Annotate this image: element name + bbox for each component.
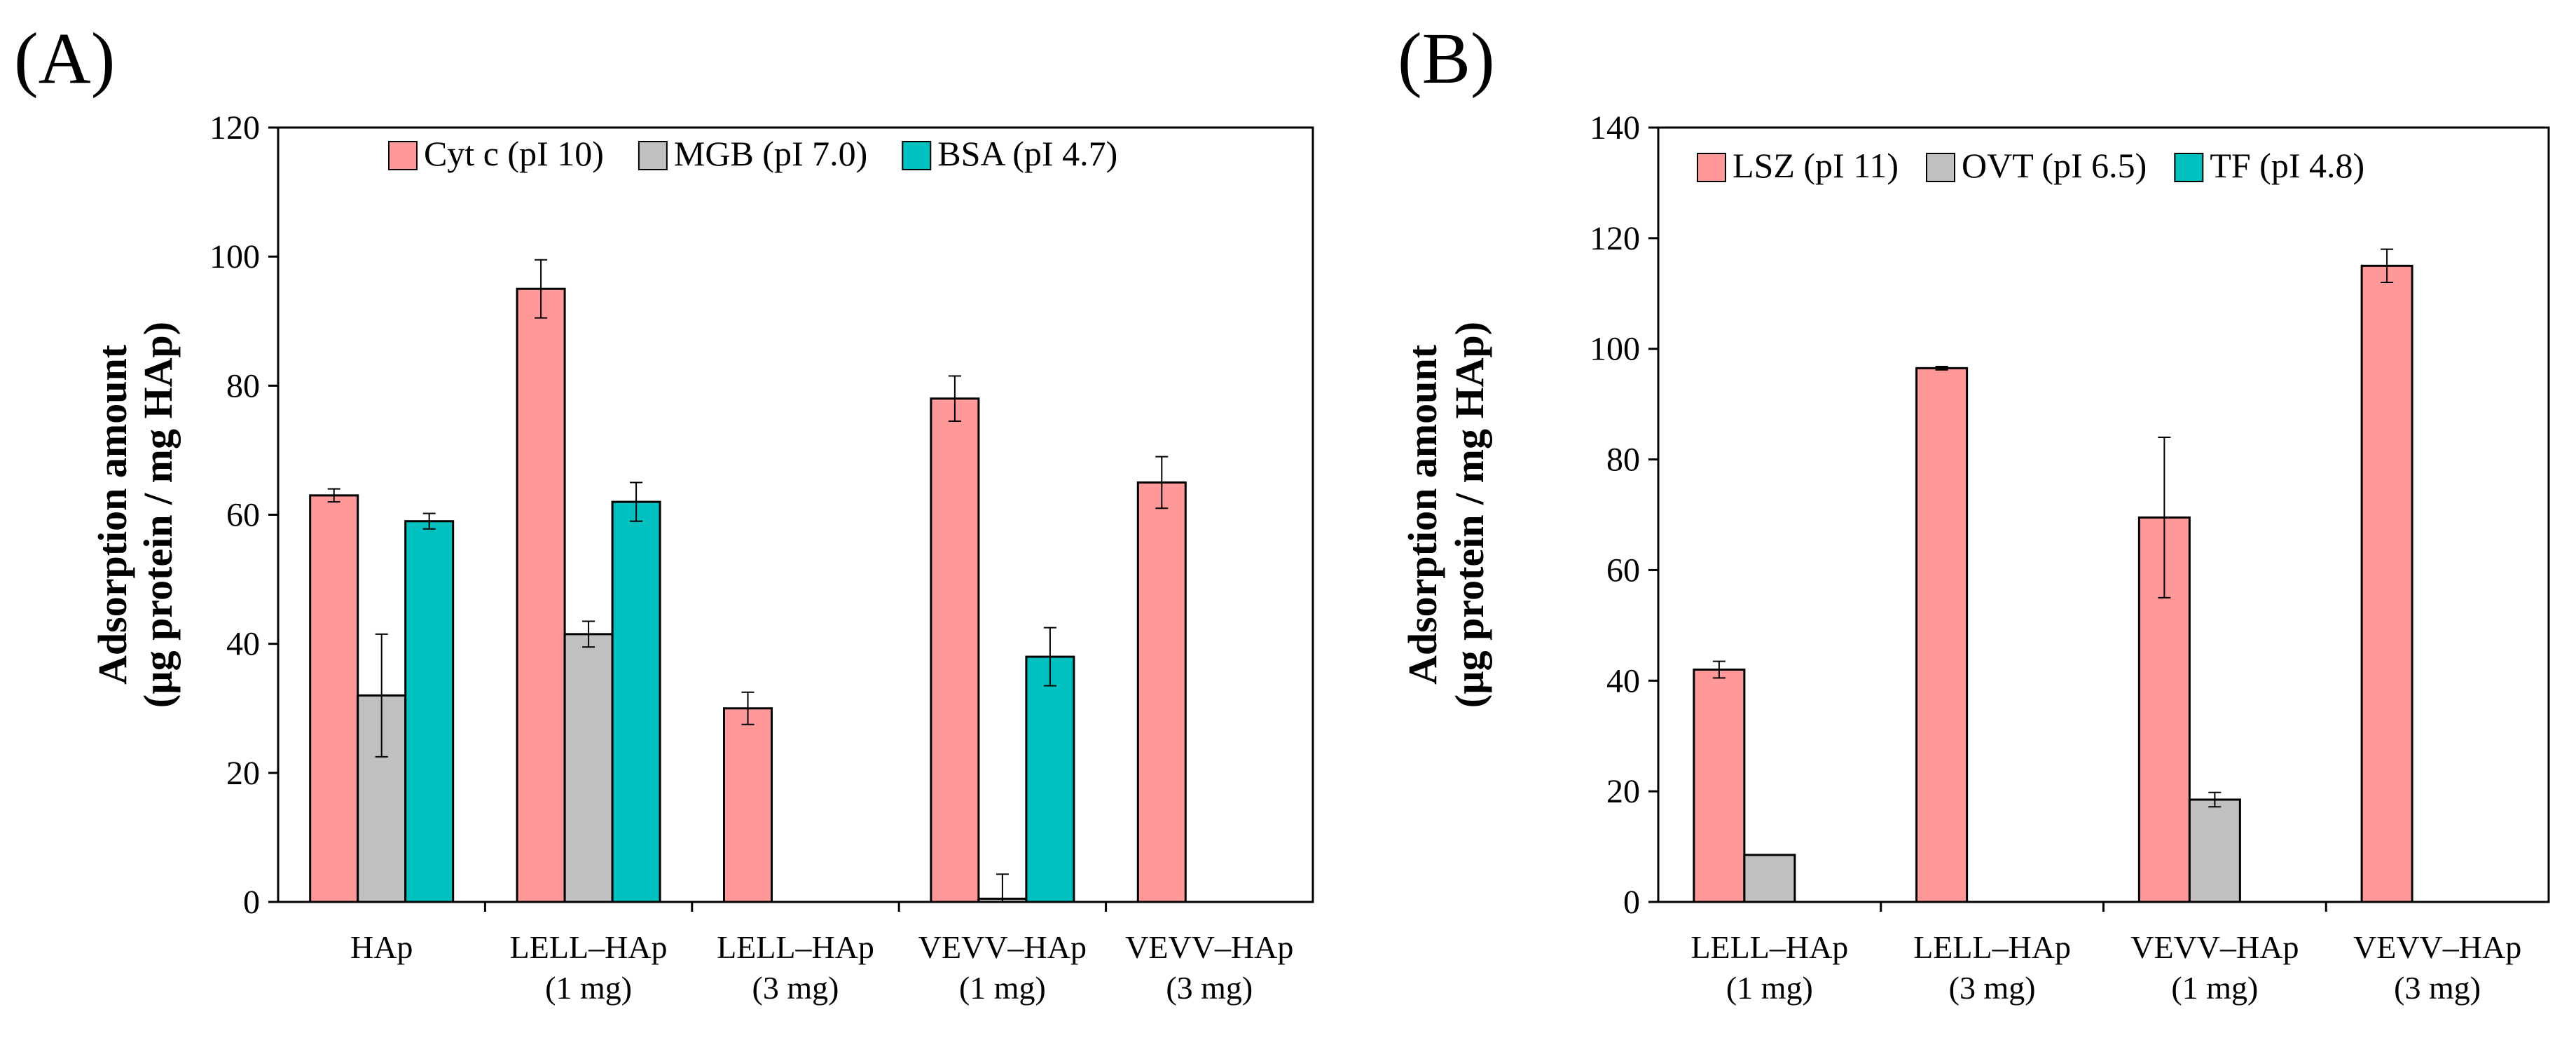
bar-cyt xyxy=(309,494,359,903)
x-tick-label-line: (3 mg) xyxy=(752,970,839,1006)
x-tick-label-line: LELL–HAp xyxy=(510,929,668,965)
y-tick-label: 20 xyxy=(226,755,260,792)
x-tick-label-line: (1 mg) xyxy=(1726,970,1813,1006)
legend-swatch xyxy=(902,141,932,170)
x-tick-label-line: HAp xyxy=(350,929,413,965)
y-tick-label: 40 xyxy=(1606,662,1640,699)
chart-panel-a: (A) 0 20 40 60 80 100 120 Adsorption amount (µg p… xyxy=(14,18,1314,1006)
legend-swatch xyxy=(2174,153,2204,182)
x-tick-label-line: VEVV–HAp xyxy=(2353,929,2521,965)
x-tick-label: HAp xyxy=(350,929,413,965)
x-tick-label-line: LELL–HAp xyxy=(717,929,874,965)
bar-cyt xyxy=(1136,481,1187,903)
x-tick-label-line: VEVV–HAp xyxy=(918,929,1087,965)
bar-cyt xyxy=(516,287,566,903)
y-tick-label: 20 xyxy=(1606,773,1640,810)
y-axis-label: (µg protein / mg HAp) xyxy=(1447,322,1492,708)
bar-bsa xyxy=(611,500,661,903)
x-tick-label-line: LELL–HAp xyxy=(1690,929,1848,965)
legend-swatch xyxy=(638,141,668,170)
chart-panel-b: (B) 0 20 40 60 80 100 120 140 Adsorption amount (µ… xyxy=(1398,18,2550,1006)
bar-ovt xyxy=(1743,854,1796,903)
x-tick-label: LELL–HAp (1 mg) xyxy=(1690,929,1848,1006)
legend-entry: BSA (pI 4.7) xyxy=(937,134,1117,173)
bar-lsz xyxy=(1693,669,1746,903)
legend-entry: OVT (pI 6.5) xyxy=(1962,146,2147,185)
y-tick-label: 60 xyxy=(226,497,260,534)
y-axis-label: Adsorption amount xyxy=(90,344,135,685)
bar-cyt xyxy=(930,397,980,903)
x-tick-label-line: LELL–HAp xyxy=(1913,929,2071,965)
x-tick-label: LELL–HAp (3 mg) xyxy=(1913,929,2071,1006)
y-tick-label: 80 xyxy=(1606,442,1640,479)
legend-swatch xyxy=(1926,153,1955,182)
bar-mgb xyxy=(563,633,614,903)
panel-label: (A) xyxy=(14,18,115,99)
y-tick-label: 140 xyxy=(1590,109,1640,146)
x-tick-label-line: (3 mg) xyxy=(1166,970,1253,1006)
x-tick-label-line: VEVV–HAp xyxy=(1125,929,1293,965)
y-tick-label: 0 xyxy=(1623,884,1640,921)
legend-swatch xyxy=(1697,153,1726,182)
y-tick-label: 100 xyxy=(209,238,260,275)
y-axis-label: (µg protein / mg HAp) xyxy=(135,322,181,708)
plot-frame xyxy=(1657,126,2550,903)
x-tick-label-line: (1 mg) xyxy=(545,970,632,1006)
y-tick-label: 120 xyxy=(1590,220,1640,257)
y-tick-label: 60 xyxy=(1606,552,1640,589)
y-tick-label: 40 xyxy=(226,626,260,663)
x-tick-label: VEVV–HAp (1 mg) xyxy=(918,929,1087,1006)
y-axis-label: Adsorption amount xyxy=(1400,344,1445,685)
bar-lsz xyxy=(2360,264,2413,903)
x-tick-label: LELL–HAp (3 mg) xyxy=(717,929,874,1006)
y-tick-label: 0 xyxy=(243,884,260,921)
y-tick-label: 100 xyxy=(1590,331,1640,368)
x-tick-label: VEVV–HAp (3 mg) xyxy=(2353,929,2521,1006)
x-tick-label-line: (3 mg) xyxy=(1949,970,2036,1006)
x-tick-label-line: (1 mg) xyxy=(2171,970,2258,1006)
bar-cyt xyxy=(723,707,773,903)
y-tick-label: 120 xyxy=(209,109,260,146)
bar-bsa xyxy=(404,520,455,903)
x-tick-label-line: (3 mg) xyxy=(2394,970,2481,1006)
legend-entry: Cyt c (pI 10) xyxy=(424,134,604,173)
bar-lsz xyxy=(1915,367,1969,903)
legend-entry: TF (pI 4.8) xyxy=(2210,146,2364,185)
x-tick-label-line: (1 mg) xyxy=(959,970,1046,1006)
x-tick-label: LELL–HAp (1 mg) xyxy=(510,929,668,1006)
bar-ovt xyxy=(2188,798,2241,903)
bar-bsa xyxy=(1025,655,1075,903)
x-tick-label: VEVV–HAp (1 mg) xyxy=(2130,929,2299,1006)
legend-entry: MGB (pI 7.0) xyxy=(674,134,867,173)
legend-entry: LSZ (pI 11) xyxy=(1733,146,1899,185)
panel-label: (B) xyxy=(1398,18,1495,99)
x-tick-label: VEVV–HAp (3 mg) xyxy=(1125,929,1293,1006)
y-tick-label: 80 xyxy=(226,367,260,404)
x-tick-label-line: VEVV–HAp xyxy=(2130,929,2299,965)
legend-swatch xyxy=(388,141,418,170)
